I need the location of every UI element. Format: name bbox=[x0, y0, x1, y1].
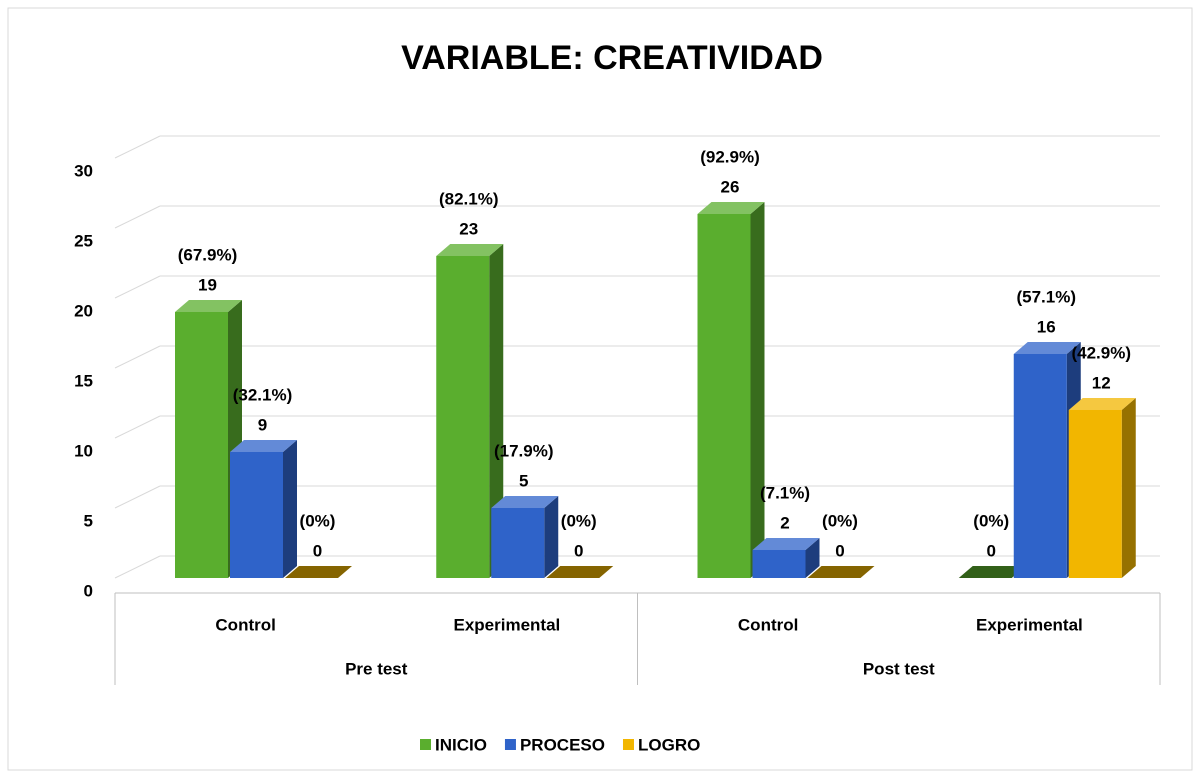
bar bbox=[697, 202, 765, 578]
bar-top bbox=[491, 496, 559, 508]
bar-front bbox=[697, 214, 751, 578]
data-label: 23 bbox=[459, 219, 478, 238]
x-tick-label: Experimental bbox=[453, 615, 560, 634]
bar-side bbox=[283, 440, 297, 578]
bar-top bbox=[958, 566, 1026, 578]
bar bbox=[1068, 398, 1136, 578]
bar bbox=[546, 566, 614, 578]
grid-line-slant bbox=[114, 135, 161, 159]
bar-side bbox=[1121, 398, 1136, 578]
data-label: 0 bbox=[313, 541, 322, 560]
percent-label: (57.1%) bbox=[1016, 287, 1076, 306]
bar-top bbox=[1013, 342, 1081, 354]
data-label: 0 bbox=[835, 541, 844, 560]
group-label: Post test bbox=[863, 659, 935, 678]
bar bbox=[807, 566, 875, 578]
bar-top bbox=[807, 566, 875, 578]
grid-line-slant bbox=[114, 275, 161, 299]
percent-label: (92.9%) bbox=[700, 147, 760, 166]
chart-title: VARIABLE: CREATIVIDAD bbox=[401, 39, 823, 77]
bar-front bbox=[752, 550, 806, 578]
bar bbox=[491, 496, 559, 578]
bar bbox=[752, 538, 820, 578]
percent-label: (7.1%) bbox=[760, 483, 810, 502]
bar-front bbox=[491, 508, 545, 578]
legend-swatch bbox=[420, 739, 431, 750]
percent-label: (0%) bbox=[300, 511, 336, 530]
group-label: Pre test bbox=[345, 659, 408, 678]
x-tick-label: Control bbox=[738, 615, 798, 634]
grid-line-slant bbox=[114, 415, 161, 439]
bar-front bbox=[1068, 410, 1122, 578]
grid-line-slant bbox=[114, 485, 161, 509]
bar-top bbox=[436, 244, 504, 256]
legend-label: LOGRO bbox=[638, 735, 700, 754]
bar-side bbox=[805, 538, 820, 578]
y-tick-label: 30 bbox=[74, 161, 93, 180]
bar-front bbox=[230, 452, 283, 578]
bar bbox=[1013, 342, 1081, 578]
bar-front bbox=[175, 312, 228, 578]
bar-side bbox=[750, 202, 765, 578]
grid-line-slant bbox=[114, 345, 161, 369]
y-tick-label: 25 bbox=[74, 231, 93, 250]
bar-top bbox=[546, 566, 614, 578]
y-tick-label: 0 bbox=[84, 581, 93, 600]
data-label: 5 bbox=[519, 471, 528, 490]
y-tick-label: 20 bbox=[74, 301, 93, 320]
bar bbox=[958, 566, 1026, 578]
bar-top bbox=[175, 300, 242, 312]
bar-top bbox=[1068, 398, 1136, 410]
grid-line-slant bbox=[114, 555, 161, 579]
bar-top bbox=[752, 538, 820, 550]
bar-top bbox=[285, 566, 352, 578]
bar-front bbox=[436, 256, 490, 578]
percent-label: (32.1%) bbox=[233, 385, 293, 404]
legend-swatch bbox=[622, 739, 634, 750]
percent-label: (42.9%) bbox=[1071, 343, 1131, 362]
bar-top bbox=[230, 440, 297, 452]
bar-side bbox=[489, 244, 504, 578]
bar-side bbox=[544, 496, 559, 578]
bar bbox=[230, 440, 297, 578]
legend-label: PROCESO bbox=[520, 735, 605, 754]
percent-label: (82.1%) bbox=[439, 189, 499, 208]
data-label: 19 bbox=[198, 275, 217, 294]
percent-label: (17.9%) bbox=[494, 441, 554, 460]
data-label: 2 bbox=[780, 513, 789, 532]
bar bbox=[175, 300, 242, 578]
bar bbox=[436, 244, 504, 578]
data-label: 16 bbox=[1037, 317, 1056, 336]
bar-front bbox=[1013, 354, 1067, 578]
data-label: 12 bbox=[1092, 373, 1111, 392]
percent-label: (0%) bbox=[973, 511, 1009, 530]
data-label: 0 bbox=[574, 541, 583, 560]
legend-label: INICIO bbox=[435, 735, 487, 754]
y-tick-label: 5 bbox=[84, 511, 93, 530]
x-tick-label: Control bbox=[215, 615, 275, 634]
bar bbox=[285, 566, 352, 578]
data-label: 26 bbox=[721, 177, 740, 196]
bar-top bbox=[697, 202, 765, 214]
percent-label: (67.9%) bbox=[178, 245, 238, 264]
y-tick-label: 10 bbox=[74, 441, 93, 460]
percent-label: (0%) bbox=[822, 511, 858, 530]
data-label: 0 bbox=[987, 541, 996, 560]
grid-line-slant bbox=[114, 205, 161, 229]
legend-swatch bbox=[504, 739, 516, 750]
percent-label: (0%) bbox=[561, 511, 597, 530]
data-label: 9 bbox=[258, 415, 267, 434]
y-tick-label: 15 bbox=[74, 371, 93, 390]
x-tick-label: Experimental bbox=[976, 615, 1083, 634]
